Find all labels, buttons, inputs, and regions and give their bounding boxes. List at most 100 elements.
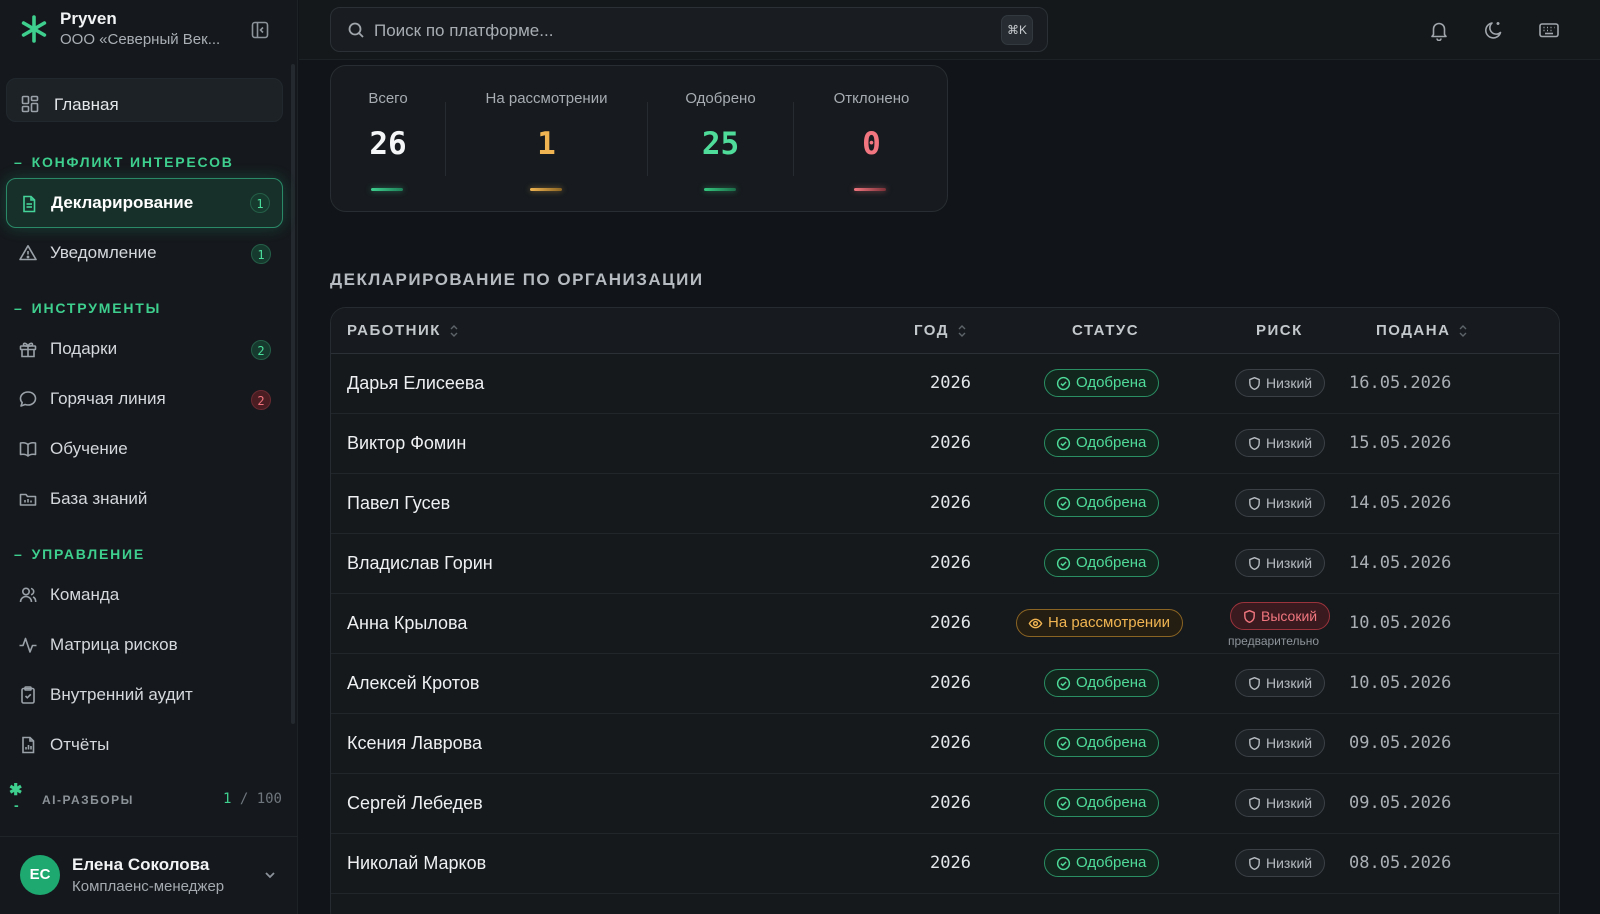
sidebar-item-label: Отчёты [50,735,110,754]
risk-badge: Низкий [1235,849,1326,877]
sidebar-item-notification[interactable]: Уведомление 1 [6,231,283,275]
stat-label: Отклонено [833,90,910,107]
status-badge: Одобрена [1044,429,1160,457]
check-circle-icon [1056,496,1071,511]
shield-icon [1242,609,1257,624]
sort-icon [450,325,458,338]
submitted-date: 14.05.2026 [1349,493,1452,513]
status-badge: Одобрена [1044,789,1160,817]
submitted-date: 08.05.2026 [1349,853,1452,873]
sidebar-item-knowledge-base[interactable]: База знаний [6,477,283,521]
declaration-stats-card: Всего 26 На рассмотрении 1 Одобрено 25 О… [330,65,948,212]
submitted-date: 09.05.2026 [1349,793,1452,813]
sidebar-collapse-icon[interactable] [250,20,270,40]
sidebar-item-label: Главная [54,95,119,114]
user-name: Елена Соколова [72,855,210,874]
table-row[interactable]: Николай Марков 2026 Одобрена Низкий 08.05.20… [331,834,1559,894]
eye-icon [1028,616,1043,631]
sidebar-item-risk-matrix[interactable]: Матрица рисков [6,623,283,667]
table-row[interactable]: Виктор Фомин 2026 Одобрена Низкий 15.05.2026 [331,414,1559,474]
table-row[interactable]: Анна Крылова 2026 На рассмотрении Высокий пр… [331,594,1559,654]
sidebar-item-label: Горячая линия [50,389,166,408]
shield-icon [1247,736,1262,751]
check-circle-icon [1056,856,1071,871]
sidebar-item-label: Подарки [50,339,118,358]
declaration-year: 2026 [930,733,971,753]
employee-name[interactable]: Ксения Лаврова [347,733,483,753]
sidebar-item-gifts[interactable]: Подарки 2 [6,327,283,371]
check-circle-icon [1056,376,1071,391]
sidebar-item-training[interactable]: Обучение [6,427,283,471]
stat-label: Всего [368,90,408,107]
section-title-tools: – ИНСТРУМЕНТЫ [14,300,162,316]
sidebar-item-declaration[interactable]: Декларирование 1 [6,178,283,228]
brand-header: Pryven ООО «Северный Век... [0,0,298,60]
chevron-down-icon[interactable] [260,865,280,885]
bell-icon[interactable] [1428,19,1450,41]
sparkle-icon: ✱ [9,782,23,799]
sidebar-scrollbar[interactable] [291,64,295,724]
search-placeholder: Поиск по платформе... [374,21,554,40]
employee-name[interactable]: Дарья Елисеева [347,373,485,393]
search-input[interactable]: Поиск по платформе... ⌘K [330,7,1048,52]
report-icon [18,735,38,755]
stat-value: 1 [537,126,556,162]
shield-icon [1247,676,1262,691]
submitted-date: 15.05.2026 [1349,433,1452,453]
section-title-conflict: – КОНФЛИКТ ИНТЕРЕСОВ [14,154,234,170]
employee-name[interactable]: Владислав Горин [347,553,493,573]
declaration-year: 2026 [930,853,971,873]
column-employee[interactable]: РАБОТНИК [347,322,459,339]
employee-name[interactable]: Алексей Кротов [347,673,480,693]
sidebar-item-label: Декларирование [51,193,194,212]
sidebar-item-reports[interactable]: Отчёты [6,723,283,767]
check-circle-icon [1056,796,1071,811]
submitted-date: 10.05.2026 [1349,613,1452,633]
top-bar: Поиск по платформе... ⌘K [299,0,1600,60]
shield-icon [1247,496,1262,511]
declaration-year: 2026 [930,553,971,573]
clipboard-icon [18,685,38,705]
shield-icon [1247,796,1262,811]
sidebar-item-label: База знаний [50,489,148,508]
submitted-date: 10.05.2026 [1349,673,1452,693]
declaration-year: 2026 [930,613,971,633]
users-icon [18,585,38,605]
stat-label: Одобрено [685,90,756,107]
column-risk: РИСК [1256,322,1303,339]
employee-name[interactable]: Виктор Фомин [347,433,467,453]
grid-icon [20,94,40,114]
status-badge: Одобрена [1044,549,1160,577]
document-icon [19,194,39,214]
sidebar-item-internal-audit[interactable]: Внутренний аудит [6,673,283,717]
table-row[interactable]: Сергей Лебедев 2026 Одобрена Низкий 09.05.20… [331,774,1559,834]
table-row[interactable]: Алексей Кротов 2026 Одобрена Низкий 10.05.20… [331,654,1559,714]
user-profile-menu[interactable]: ЕС Елена Соколова Комплаенс-менеджер [0,836,298,914]
stat-underline [854,188,886,191]
sidebar-item-hotline[interactable]: Горячая линия 2 [6,377,283,421]
stat-total: Всего 26 [331,66,445,213]
moon-icon[interactable] [1483,19,1505,41]
employee-name[interactable]: Анна Крылова [347,613,468,633]
ai-reviews-usage: ✱ - AI-РАЗБОРЫ 1 / 100 [0,780,298,830]
sidebar-item-home[interactable]: Главная [6,78,283,122]
risk-badge: Низкий [1235,729,1326,757]
keyboard-icon[interactable] [1538,19,1560,41]
search-icon [346,20,366,40]
risk-badge: Высокий [1230,602,1331,630]
status-badge: Одобрена [1044,489,1160,517]
declaration-year: 2026 [930,673,971,693]
table-row[interactable]: Дарья Елисеева 2026 Одобрена Низкий 16.05.20… [331,354,1559,414]
table-row[interactable]: Владислав Горин 2026 Одобрена Низкий 14.05.2… [331,534,1559,594]
employee-name[interactable]: Сергей Лебедев [347,793,483,813]
employee-name[interactable]: Павел Гусев [347,493,451,513]
table-row[interactable]: Павел Гусев 2026 Одобрена Низкий 14.05.2026 [331,474,1559,534]
column-year[interactable]: ГОД [914,322,967,339]
sidebar: Pryven ООО «Северный Век... Главная – КОН… [0,0,298,914]
sidebar-item-team[interactable]: Команда [6,573,283,617]
table-row[interactable]: Ксения Лаврова 2026 Одобрена Низкий 09.05.20… [331,714,1559,774]
status-badge: Одобрена [1044,849,1160,877]
employee-name[interactable]: Николай Марков [347,853,487,873]
column-submitted[interactable]: ПОДАНА [1376,322,1468,339]
brand-logo-icon[interactable] [19,14,49,44]
